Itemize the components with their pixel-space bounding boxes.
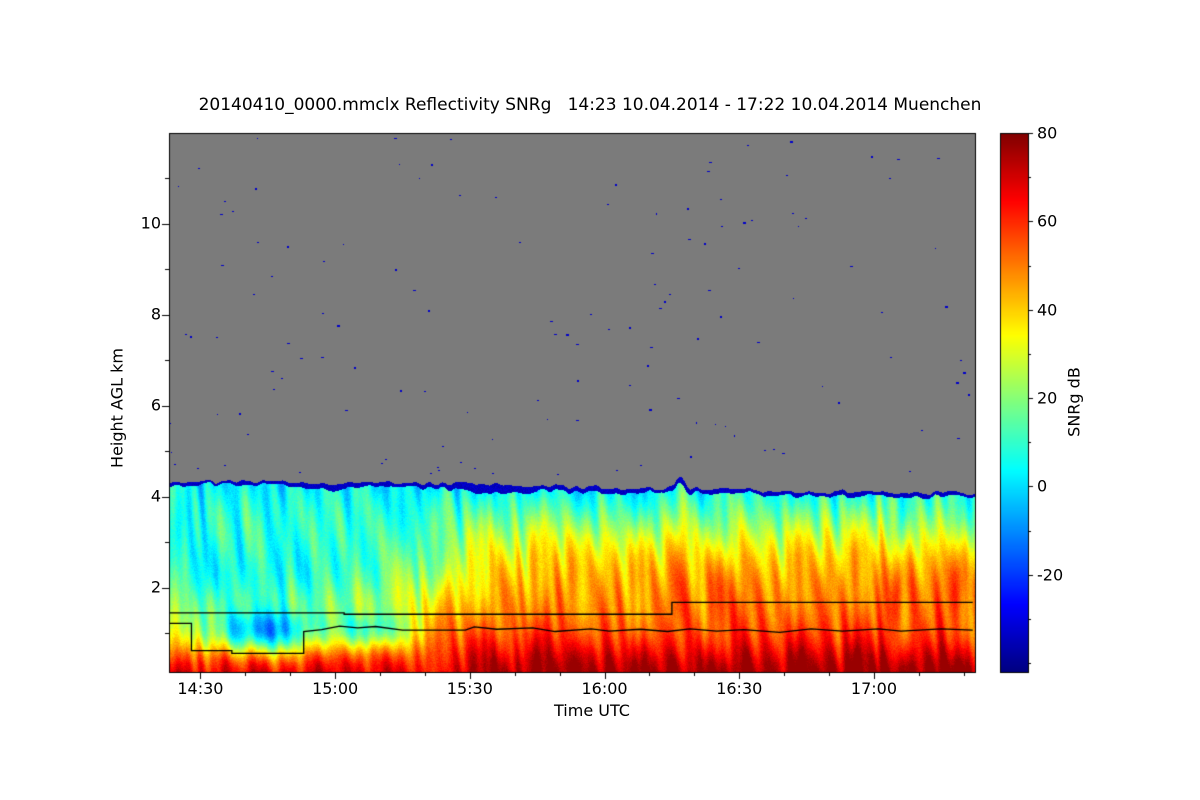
x-tick-label: 16:00 [581,679,628,698]
colorbar-label: SNRg dB [1064,367,1084,437]
y-tick-label: 6 [150,395,161,415]
y-axis-label: Height AGL km [107,348,127,468]
x-tick-label: 15:30 [446,679,493,698]
colorbar-tick-label: 20 [1037,388,1058,408]
x-tick-label: 15:00 [312,679,359,698]
y-tick-label: 4 [150,486,161,506]
colorbar-tick-label: 80 [1037,123,1058,143]
x-tick-label: 16:30 [716,679,763,698]
chart-title: 20140410_0000.mmclx Reflectivity SNRg 14… [198,95,982,115]
colorbar-tick-label: 40 [1037,300,1058,320]
y-tick-label: 2 [150,577,161,597]
colorbar-tick-label: -20 [1037,565,1064,585]
x-tick-label: 14:30 [177,679,224,698]
colorbar-tick-label: 60 [1037,211,1058,231]
y-tick-label: 10 [140,213,161,233]
x-axis-label: Time UTC [554,701,630,720]
colorbar-tick-label: 0 [1037,476,1048,496]
y-tick-label: 8 [150,304,161,324]
x-tick-label: 17:00 [850,679,898,698]
